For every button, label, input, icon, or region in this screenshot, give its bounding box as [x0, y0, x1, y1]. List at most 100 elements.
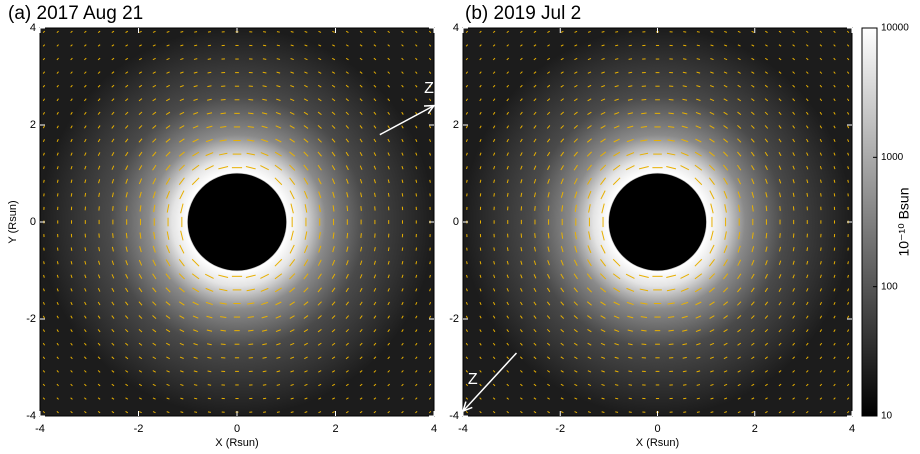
polarization-tick [84, 71, 87, 74]
polarization-tick [180, 203, 184, 214]
polarization-tick [166, 231, 170, 240]
polarization-tick [303, 111, 309, 115]
polarization-tick [331, 151, 336, 157]
polarization-tick [220, 343, 226, 345]
polarization-tick [547, 356, 551, 360]
polarization-tick [792, 111, 796, 115]
polarization-tick [640, 126, 648, 128]
polarization-tick [833, 179, 836, 183]
polarization-tick [805, 125, 809, 129]
polarization-tick [359, 98, 363, 102]
polarization-tick [710, 203, 714, 214]
polarization-tick [207, 370, 212, 373]
polarization-tick [806, 301, 809, 306]
polarization-tick [533, 287, 537, 292]
polarization-tick [317, 356, 322, 360]
polarization-tick [614, 384, 619, 386]
polarization-tick [165, 301, 171, 306]
polarization-tick [506, 274, 509, 279]
polarization-tick [625, 273, 635, 279]
polarization-tick [764, 356, 768, 360]
polarization-tick [506, 410, 509, 414]
polarization-tick [401, 397, 404, 400]
polarization-tick [317, 287, 322, 293]
polarization-tick [587, 356, 592, 360]
polarization-tick [43, 274, 45, 278]
polarization-tick [737, 98, 742, 102]
polarization-tick [111, 301, 115, 306]
polarization-tick [709, 98, 715, 102]
polarization-tick [290, 58, 294, 61]
polarization-tick [778, 260, 782, 266]
polarization-tick [360, 205, 362, 211]
polarization-tick [806, 288, 809, 292]
polarization-tick [723, 287, 729, 293]
polarization-tick [628, 85, 633, 88]
polarization-tick [276, 370, 281, 373]
polarization-tick [723, 190, 728, 199]
polarization-tick [695, 329, 701, 333]
polarization-tick [819, 165, 822, 170]
polarization-tick [588, 231, 591, 240]
polarization-tick [833, 125, 836, 129]
polarization-tick [261, 125, 268, 129]
polarization-tick [778, 329, 782, 333]
polarization-tick [56, 370, 59, 373]
polarization-tick [248, 329, 254, 332]
polarization-tick [359, 356, 363, 360]
polarization-tick [601, 203, 605, 214]
polarization-tick [331, 259, 336, 266]
polarization-tick [276, 85, 281, 88]
polarization-tick [401, 71, 404, 74]
polarization-tick [304, 370, 308, 373]
polarization-tick [600, 190, 606, 200]
polarization-tick [805, 342, 809, 346]
polarization-tick [533, 44, 537, 47]
polarization-tick [560, 301, 565, 306]
polarization-tick [152, 111, 157, 116]
polarization-tick [778, 411, 782, 414]
polarization-tick [520, 260, 523, 265]
polarization-tick [764, 273, 768, 279]
polarization-tick [194, 44, 198, 47]
polarization-tick [710, 230, 714, 241]
polarization-tick [98, 247, 100, 252]
polarization-tick [428, 383, 432, 387]
polarization-tick [138, 151, 143, 157]
polarization-tick [847, 315, 850, 319]
polarization-tick [415, 261, 418, 265]
polarization-tick [750, 125, 755, 129]
y-tick-label: -4 [26, 410, 36, 422]
polarization-tick [42, 71, 46, 74]
polarization-tick [506, 247, 509, 252]
polarization-tick [345, 287, 349, 293]
polarization-tick [680, 152, 689, 157]
polarization-tick [493, 193, 495, 197]
polarization-tick [695, 315, 702, 319]
polarization-tick [138, 165, 143, 171]
polarization-tick [533, 98, 537, 102]
colorbar-tick-label: 10 [881, 411, 893, 422]
polarization-tick [805, 329, 809, 333]
polarization-tick [547, 44, 551, 47]
polarization-tick [601, 44, 605, 47]
polarization-tick [429, 261, 431, 265]
polarization-tick [345, 260, 349, 266]
polarization-tick [262, 370, 267, 373]
polarization-tick [138, 98, 143, 102]
polarization-tick [84, 315, 87, 319]
polarization-tick [111, 111, 115, 115]
polarization-tick [560, 411, 564, 414]
polarization-tick [628, 71, 633, 74]
polarization-tick [220, 112, 226, 115]
polarization-tick [779, 192, 782, 198]
polarization-tick [586, 151, 592, 157]
polarization-tick [737, 342, 742, 346]
polarization-tick [668, 112, 674, 115]
polarization-tick [317, 273, 322, 280]
polarization-tick [533, 383, 537, 387]
polarization-tick [345, 383, 349, 387]
polarization-tick [262, 356, 267, 359]
polarization-tick [373, 84, 377, 88]
polarization-tick [723, 125, 728, 129]
